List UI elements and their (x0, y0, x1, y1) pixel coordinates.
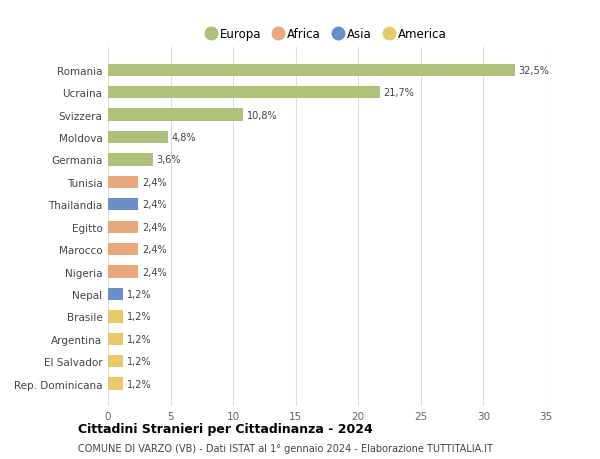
Text: 1,2%: 1,2% (127, 379, 151, 389)
Bar (108, 243, 138, 256)
Text: 2,4%: 2,4% (142, 222, 166, 232)
Text: 1,2%: 1,2% (127, 289, 151, 299)
Text: 4,8%: 4,8% (172, 133, 196, 143)
Text: Cittadini Stranieri per Cittadinanza - 2024: Cittadini Stranieri per Cittadinanza - 2… (78, 422, 373, 436)
Text: 21,7%: 21,7% (383, 88, 414, 98)
Bar (108, 355, 123, 368)
Text: COMUNE DI VARZO (VB) - Dati ISTAT al 1° gennaio 2024 - Elaborazione TUTTITALIA.I: COMUNE DI VARZO (VB) - Dati ISTAT al 1° … (78, 443, 493, 453)
Text: 1,2%: 1,2% (127, 357, 151, 366)
Bar (108, 311, 123, 323)
Bar (108, 266, 138, 278)
Bar (108, 176, 138, 189)
Bar (108, 288, 123, 301)
Bar (108, 378, 123, 390)
Text: 10,8%: 10,8% (247, 110, 278, 120)
Bar (108, 109, 243, 122)
Bar (108, 132, 168, 144)
Bar (108, 87, 380, 99)
Bar (108, 333, 123, 345)
Bar (108, 154, 153, 166)
Text: 2,4%: 2,4% (142, 178, 166, 187)
Text: 2,4%: 2,4% (142, 245, 166, 255)
Bar (108, 199, 138, 211)
Text: 2,4%: 2,4% (142, 267, 166, 277)
Text: 1,2%: 1,2% (127, 312, 151, 322)
Bar (108, 64, 515, 77)
Text: 1,2%: 1,2% (127, 334, 151, 344)
Text: 3,6%: 3,6% (157, 155, 181, 165)
Legend: Europa, Africa, Asia, America: Europa, Africa, Asia, America (203, 24, 451, 46)
Text: 32,5%: 32,5% (518, 66, 550, 76)
Text: 2,4%: 2,4% (142, 200, 166, 210)
Bar (108, 221, 138, 233)
